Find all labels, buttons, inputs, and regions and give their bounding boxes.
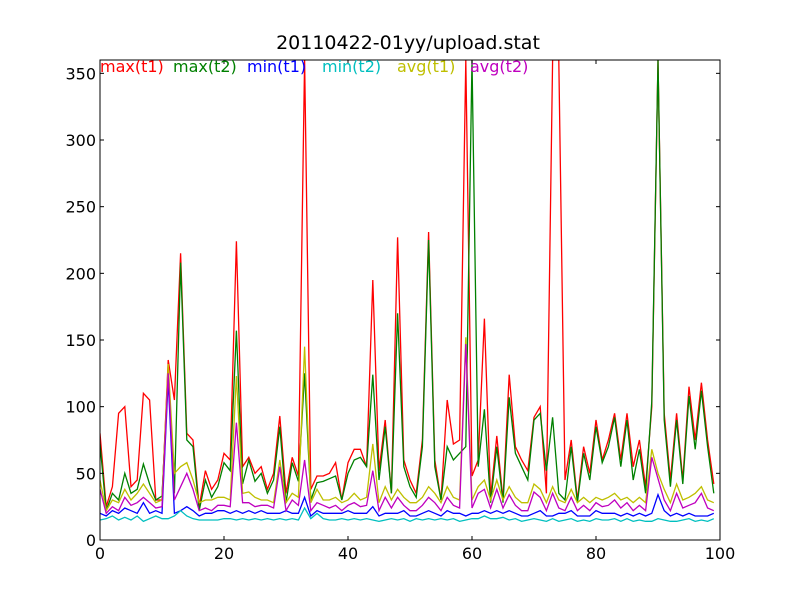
axis-layer: 0 20 40 60 80 100 0 50 100 150 200 250 300 350: [65, 60, 735, 563]
x-tick-label: 80: [586, 544, 606, 563]
legend-label: avg(t2): [470, 57, 528, 76]
legend-label: min(t1): [247, 57, 306, 76]
y-tick-label: 50: [76, 464, 96, 483]
x-tick-label: 40: [338, 544, 358, 563]
legend-label: max(t1): [100, 57, 164, 76]
plot-frame: [99, 59, 721, 541]
series-line-max-t2: [100, 60, 715, 511]
y-tick-label: 100: [65, 398, 96, 417]
y-tick-label: 300: [65, 131, 96, 150]
x-tick-label: 20: [214, 544, 234, 563]
legend-label: min(t2): [322, 57, 381, 76]
legend: max(t1) max(t2) min(t1) min(t2) avg(t1) avg(t…: [100, 57, 528, 76]
x-tick-label: 0: [95, 544, 105, 563]
series-line-avg-t1: [100, 337, 715, 513]
x-tick-label: 100: [705, 544, 736, 563]
legend-label: max(t2): [173, 57, 237, 76]
y-tick-label: 200: [65, 264, 96, 283]
series-line-max-t1: [100, 60, 715, 507]
y-tick-label: 250: [65, 198, 96, 217]
series-line-avg-t2: [100, 343, 715, 515]
legend-label: avg(t1): [397, 57, 455, 76]
y-tick-label: 150: [65, 331, 96, 350]
series-line-min-t1: [100, 379, 715, 518]
x-tick-label: 60: [462, 544, 482, 563]
series-line-min-t2: [100, 506, 715, 523]
y-tick-label: 350: [65, 64, 96, 83]
chart-title: 20110422-01yy/upload.stat: [276, 32, 540, 54]
y-tick-label: 0: [86, 531, 96, 550]
series-layer: [100, 60, 715, 523]
